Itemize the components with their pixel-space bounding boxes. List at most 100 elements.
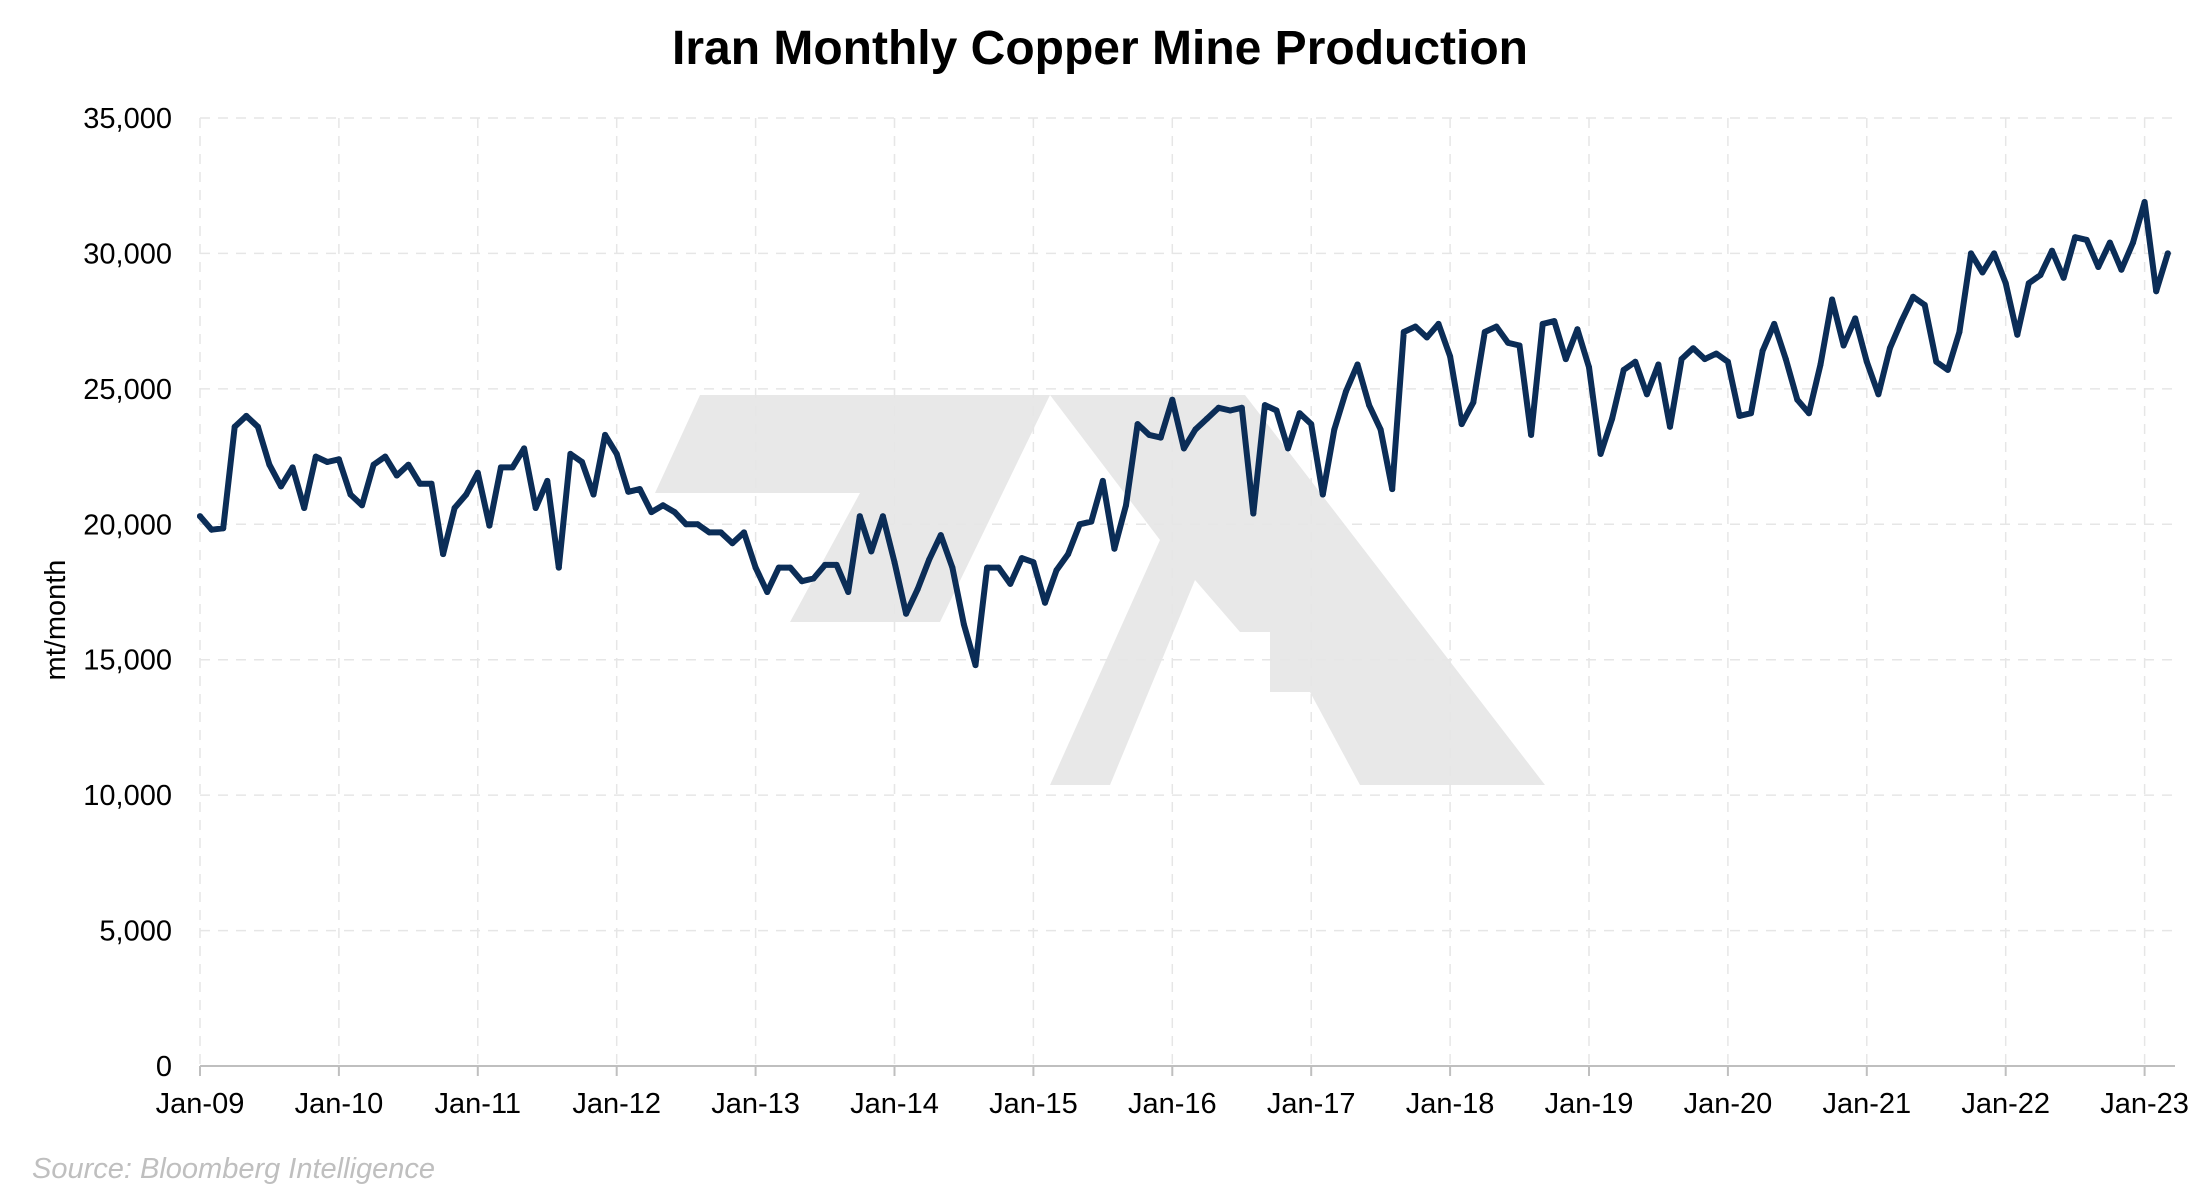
- watermark-a-shape: [1050, 395, 1545, 785]
- data-point: [486, 522, 493, 529]
- data-point: [1528, 431, 1535, 438]
- y-tick-label: 25,000: [83, 374, 172, 406]
- data-point: [1609, 415, 1616, 422]
- data-point: [359, 502, 365, 509]
- data-point: [208, 526, 215, 533]
- data-point: [532, 505, 539, 511]
- data-point: [2141, 199, 2148, 205]
- chart-title: Iran Monthly Copper Mine Production: [672, 22, 1528, 75]
- x-tick-label: Jan-11: [435, 1088, 522, 1120]
- data-point: [798, 578, 805, 585]
- data-point: [1574, 326, 1581, 333]
- source-note: Source: Bloomberg Intelligence: [32, 1153, 435, 1185]
- x-tick-label: Jan-12: [572, 1088, 661, 1120]
- data-point: [1285, 445, 1291, 452]
- data-point: [1030, 559, 1037, 566]
- data-point: [440, 551, 447, 558]
- data-point: [1701, 356, 1708, 363]
- data-point: [648, 509, 655, 516]
- data-point: [243, 412, 250, 419]
- data-point: [1748, 410, 1754, 417]
- data-point: [972, 662, 979, 669]
- data-point: [1562, 356, 1569, 363]
- y-tick-label: 35,000: [83, 103, 172, 135]
- data-point: [1724, 358, 1731, 365]
- data-point: [2060, 274, 2067, 281]
- data-point: [1620, 366, 1627, 373]
- data-point: [1400, 329, 1407, 335]
- data-point: [1250, 510, 1257, 517]
- data-point: [370, 461, 377, 468]
- data-point: [451, 505, 458, 511]
- data-point: [301, 505, 308, 511]
- data-point: [1516, 342, 1523, 349]
- x-tick-label: Jan-21: [1822, 1088, 1911, 1120]
- data-point: [1180, 445, 1187, 452]
- data-point: [2072, 234, 2079, 241]
- data-point: [405, 461, 412, 468]
- data-point: [1794, 396, 1801, 403]
- data-point: [1204, 415, 1210, 422]
- data-point: [2153, 288, 2160, 295]
- y-tick-label: 10,000: [83, 780, 172, 812]
- watermark-logo: [655, 395, 1545, 785]
- data-point: [694, 521, 701, 528]
- data-point: [787, 564, 794, 571]
- data-point: [1238, 404, 1245, 411]
- data-point: [474, 469, 481, 476]
- data-point: [1597, 450, 1604, 457]
- x-tick-label: Jan-18: [1406, 1088, 1495, 1120]
- data-point: [567, 450, 574, 457]
- data-point: [347, 491, 354, 498]
- data-point: [1829, 296, 1836, 303]
- data-point: [1273, 407, 1280, 414]
- x-tick-label: Jan-22: [1961, 1088, 2050, 1120]
- data-point: [1007, 580, 1014, 587]
- data-point: [2164, 250, 2171, 257]
- data-point: [1447, 353, 1454, 360]
- data-point: [856, 513, 863, 520]
- data-point: [903, 610, 910, 617]
- data-point: [266, 461, 273, 468]
- data-point: [509, 464, 516, 471]
- data-point: [1505, 339, 1511, 346]
- y-axis-label: mt/month: [40, 560, 72, 681]
- data-point: [1979, 269, 1986, 276]
- data-point: [2118, 266, 2125, 273]
- x-tick-label: Jan-20: [1684, 1088, 1773, 1120]
- data-point: [324, 459, 331, 465]
- data-point: [2002, 280, 2009, 287]
- data-point: [741, 529, 747, 536]
- data-point: [2095, 264, 2102, 270]
- data-point: [2130, 239, 2136, 246]
- data-point: [879, 513, 886, 520]
- data-point: [416, 480, 423, 487]
- data-point: [1331, 426, 1338, 433]
- y-tick-label: 20,000: [83, 509, 172, 541]
- data-point: [775, 564, 782, 571]
- data-point: [231, 423, 238, 430]
- data-point: [1817, 361, 1824, 368]
- data-point: [220, 525, 227, 532]
- data-point: [497, 464, 504, 471]
- data-point: [254, 423, 261, 430]
- data-point: [1968, 250, 1974, 257]
- data-point: [613, 450, 620, 457]
- data-point: [1493, 323, 1500, 330]
- data-point: [1435, 320, 1442, 327]
- data-point: [926, 556, 933, 563]
- data-point: [1944, 366, 1951, 373]
- data-point: [1470, 399, 1477, 406]
- data-point: [1852, 315, 1859, 322]
- y-tick-label: 0: [156, 1051, 172, 1083]
- data-point: [960, 621, 967, 628]
- data-point: [1134, 421, 1141, 428]
- data-point: [636, 486, 643, 493]
- data-point: [312, 453, 319, 460]
- data-point: [1805, 410, 1812, 417]
- data-point: [1308, 421, 1315, 428]
- data-point: [1481, 329, 1488, 335]
- data-point: [590, 491, 597, 498]
- data-point: [1840, 342, 1847, 349]
- data-point: [845, 589, 852, 595]
